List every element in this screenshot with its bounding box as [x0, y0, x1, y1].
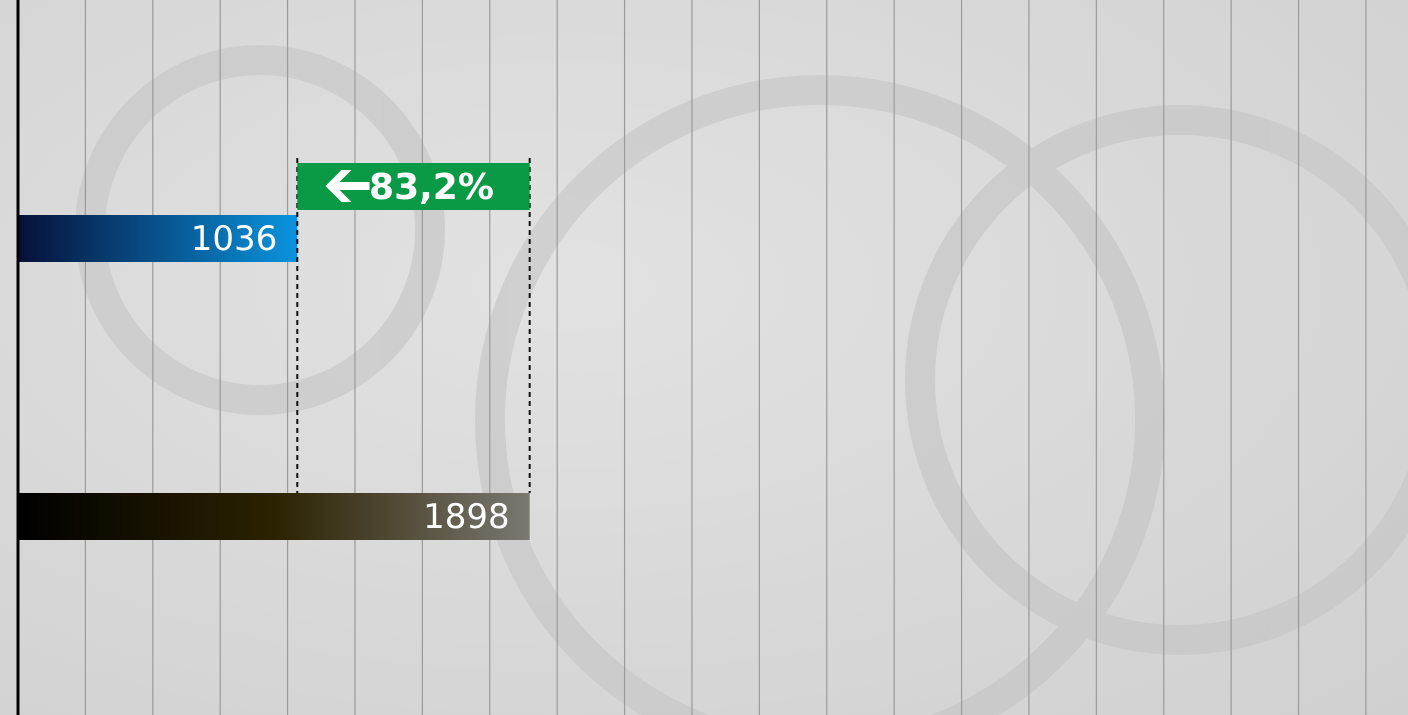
value-label: 1898 [423, 497, 510, 537]
arrow-icon [325, 170, 370, 202]
bar [18, 215, 298, 262]
bar [18, 493, 530, 540]
value-label: 1036 [191, 219, 278, 259]
annotation-text: 83,2% [369, 167, 494, 208]
